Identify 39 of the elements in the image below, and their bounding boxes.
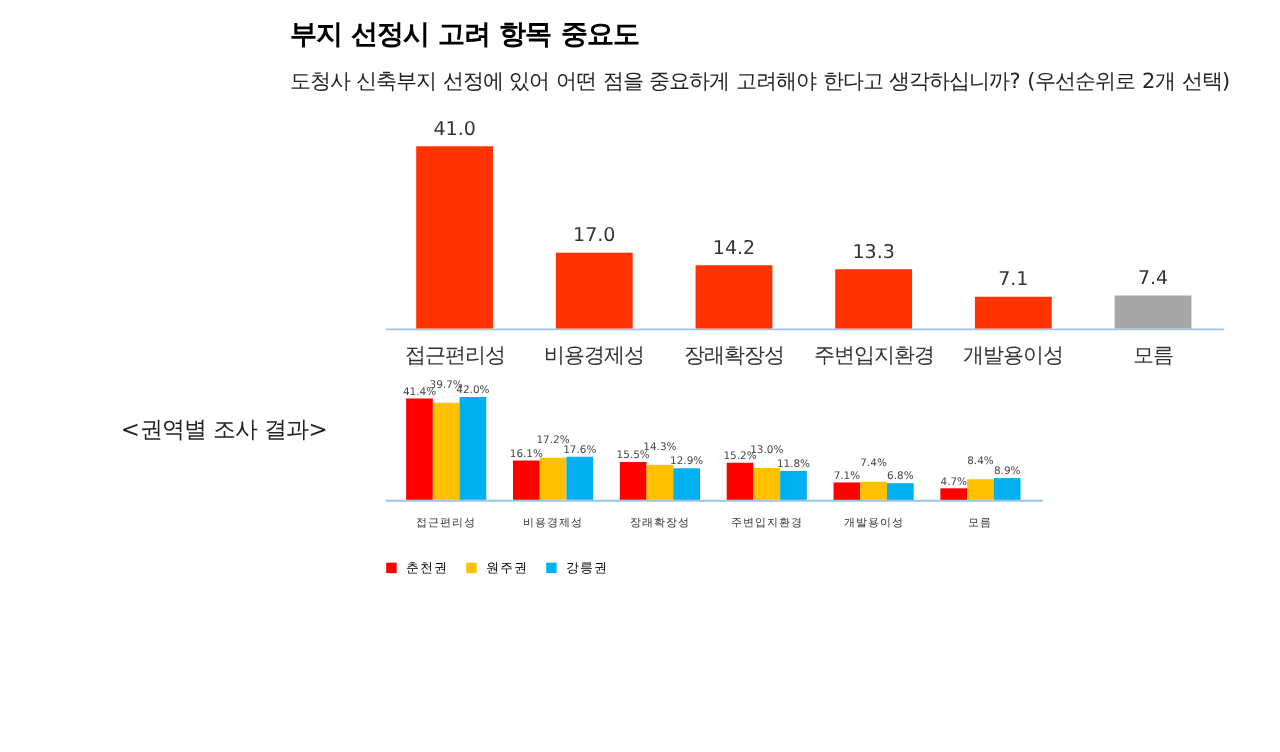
data-label: 13.3 [852,241,895,264]
bar [619,461,647,500]
bar [940,488,968,500]
bar [886,483,914,500]
chart-subtitle: 도청사 신축부지 선정에 있어 어떤 점을 중요하게 고려해야 한다고 생각하십니까? (우선순위로 2개 선택) [289,70,1231,95]
bar [512,460,540,500]
bar [673,468,700,500]
bar [406,398,433,500]
bar [539,457,567,500]
text: <권역별 조사 결과> [120,414,328,443]
bar [416,146,494,329]
bar [726,462,754,500]
bar [432,402,460,500]
chart-title: 부지 선정시 고려 항목 중요도 [289,20,639,51]
bar [646,464,674,500]
bar [566,456,594,500]
bar [459,397,487,500]
x-tick-label: 모름 [1133,343,1174,368]
x-tick-label: 접근편리성 [404,343,505,368]
bar [780,470,807,500]
data-label: 17.0 [573,225,616,248]
bar [860,481,887,500]
x-tick-label: 장래확장성 [683,343,784,368]
bar [753,468,781,500]
bar [1114,295,1192,329]
x-tick-label: 비용경제성 [544,343,645,368]
bar [833,482,861,500]
bar [835,269,913,329]
data-label: 14.2 [712,237,756,260]
bar [695,265,773,329]
bar [993,478,1021,500]
data-label: 41.0 [433,118,476,141]
bar [967,479,994,500]
data-label: 7.1 [998,269,1029,292]
data-label: 7.4 [1137,268,1169,291]
x-tick-label: 주변입지환경 [813,343,934,368]
x-tick-label: 개발용이성 [963,343,1064,368]
bar [974,296,1052,329]
bar [555,252,633,329]
